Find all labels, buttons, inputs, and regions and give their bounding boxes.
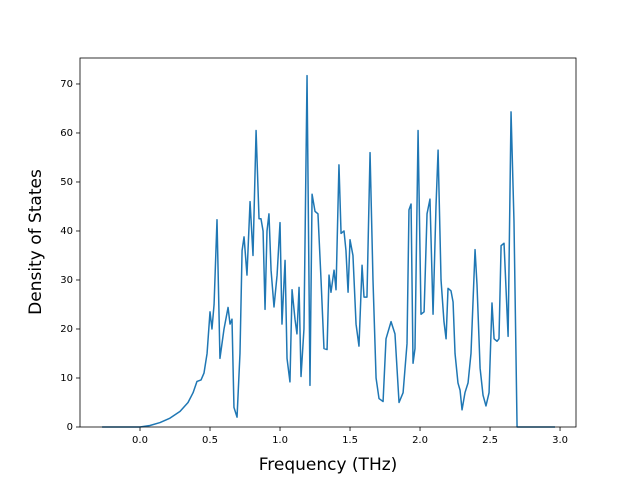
y-tick-label: 20 xyxy=(60,324,73,335)
y-tick-label: 30 xyxy=(60,275,73,286)
x-tick-label: 1.0 xyxy=(272,435,288,446)
x-tick-label: 2.0 xyxy=(412,435,428,446)
y-tick-label: 40 xyxy=(60,226,73,237)
y-tick-label: 70 xyxy=(60,79,73,90)
y-tick-label: 10 xyxy=(60,373,73,384)
x-tick-label: 3.0 xyxy=(552,435,568,446)
line xyxy=(102,74,555,428)
y-axis-label: Density of States xyxy=(26,169,46,315)
y-tick-label: 60 xyxy=(60,128,73,139)
x-tick-label: 0.0 xyxy=(132,435,148,446)
y-tick-label: 0 xyxy=(67,422,73,433)
x-axis-label: Frequency (THz) xyxy=(259,455,398,475)
x-tick-label: 2.5 xyxy=(482,435,498,446)
plot-frame xyxy=(79,57,577,428)
y-tick-label: 50 xyxy=(60,177,73,188)
x-tick-label: 1.5 xyxy=(342,435,358,446)
x-tick-label: 0.5 xyxy=(202,435,218,446)
